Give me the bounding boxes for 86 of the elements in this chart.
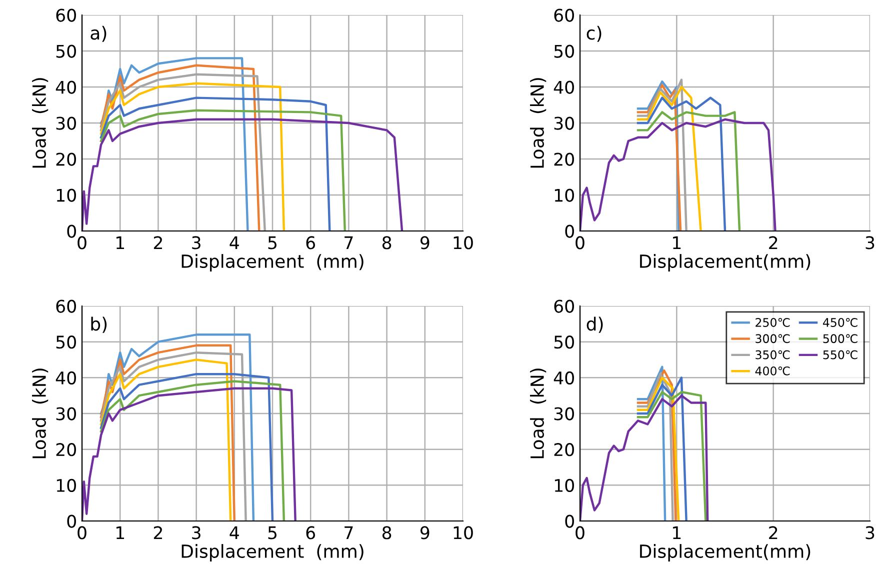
y-tick-label: 30 <box>56 116 76 130</box>
x-tick-label: 6 <box>306 236 316 250</box>
line-series <box>636 86 702 231</box>
y-tick-label: 0 <box>565 514 574 528</box>
x-tick-label: 7 <box>344 526 353 540</box>
y-tick-label: 50 <box>56 336 76 349</box>
x-tick-label: 2 <box>154 526 162 540</box>
x-tick-label: 5 <box>268 526 277 540</box>
y-tick-label: 10 <box>554 188 574 202</box>
x-tick-label: 2 <box>154 236 162 250</box>
y-tick-label: 0 <box>67 224 76 238</box>
y-tick-label: 50 <box>554 44 574 58</box>
y-tick-label: 30 <box>554 407 574 420</box>
annotation: b) <box>91 316 107 333</box>
legend-label: 550℃ <box>823 350 858 360</box>
x-tick-label: 7 <box>344 236 353 250</box>
x-tick-label: 1 <box>116 526 124 540</box>
legend-label: 350℃ <box>756 350 790 360</box>
x-tick-label: 10 <box>454 236 473 250</box>
line-series <box>636 96 726 231</box>
legend-label: 400℃ <box>755 366 790 376</box>
x-tick-label: 4 <box>230 236 239 250</box>
y-tick-label: 30 <box>554 116 574 130</box>
annotation: a) <box>90 26 106 42</box>
x-tick-label: 1 <box>673 236 681 250</box>
x-tick-label: 2 <box>769 526 778 540</box>
x-tick-label: 0 <box>576 526 584 540</box>
x-tick-label: 1 <box>116 236 124 250</box>
y-tick-label: 0 <box>67 514 76 528</box>
x-tick-label: 3 <box>192 236 200 250</box>
y-tick-label: 40 <box>56 80 76 94</box>
y-axis-title: Load (kN) <box>32 368 48 458</box>
y-tick-label: 60 <box>554 8 574 22</box>
legend-label: 250℃ <box>756 318 790 327</box>
y-tick-label: 20 <box>554 443 574 456</box>
x-axis-title: Displacement (mm) <box>182 544 364 562</box>
y-tick-label: 20 <box>56 152 76 166</box>
y-tick-label: 10 <box>56 478 76 492</box>
y-tick-label: 10 <box>56 188 76 202</box>
line-series <box>580 394 709 521</box>
legend-label: 450℃ <box>822 318 858 327</box>
y-tick-label: 40 <box>554 80 574 94</box>
line-series <box>100 82 286 231</box>
line-series <box>636 390 707 521</box>
x-axis-title: Displacement(mm) <box>640 254 810 272</box>
legend-label: 300℃ <box>756 334 790 344</box>
y-tick-label: 60 <box>56 8 76 22</box>
x-tick-label: 9 <box>420 236 430 250</box>
x-axis-title: Displacement(mm) <box>640 544 810 562</box>
y-tick-label: 40 <box>56 371 76 385</box>
y-tick-label: 30 <box>56 407 76 420</box>
y-tick-label: 0 <box>565 224 574 238</box>
x-tick-label: 4 <box>230 526 239 540</box>
y-tick-label: 60 <box>56 300 76 313</box>
annotation: d) <box>586 316 603 333</box>
x-tick-label: 0 <box>78 526 86 540</box>
y-tick-label: 40 <box>554 371 574 385</box>
line-series <box>82 118 404 231</box>
x-tick-label: 1 <box>673 526 681 540</box>
x-tick-label: 0 <box>576 236 584 250</box>
y-axis-title: Load (kN) <box>530 368 546 458</box>
x-tick-label: 10 <box>454 526 473 540</box>
x-tick-label: 8 <box>382 526 392 540</box>
x-tick-label: 3 <box>192 526 200 540</box>
y-axis-title: Load (kN) <box>32 78 48 168</box>
annotation: c) <box>586 26 602 42</box>
x-tick-label: 0 <box>78 236 86 250</box>
x-tick-label: 3 <box>866 526 874 540</box>
y-tick-label: 50 <box>56 44 76 58</box>
x-tick-label: 8 <box>382 236 392 250</box>
line-series <box>636 111 741 231</box>
x-tick-label: 9 <box>420 526 430 540</box>
line-series <box>580 118 776 231</box>
x-axis-title: Displacement (mm) <box>182 254 364 272</box>
x-tick-label: 5 <box>268 236 277 250</box>
x-tick-label: 6 <box>306 526 316 540</box>
y-tick-label: 50 <box>554 336 574 349</box>
x-tick-label: 2 <box>769 236 778 250</box>
x-tick-label: 3 <box>866 236 874 250</box>
y-tick-label: 20 <box>554 152 574 166</box>
legend-label: 500℃ <box>823 334 858 344</box>
y-tick-label: 10 <box>554 478 574 492</box>
y-axis-title: Load (kN) <box>530 78 546 168</box>
line-series <box>82 387 296 521</box>
y-tick-label: 20 <box>56 443 76 456</box>
y-tick-label: 60 <box>554 300 574 313</box>
